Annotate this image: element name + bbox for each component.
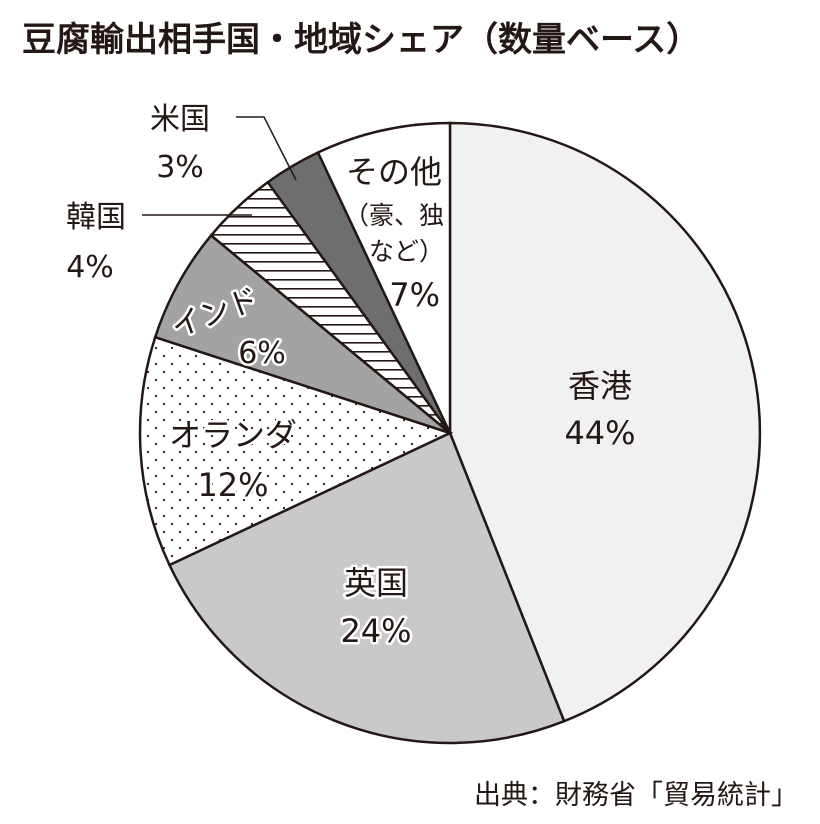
label-netherlands-pct: 12% <box>197 466 268 504</box>
label-other-sub2: など） <box>369 237 444 266</box>
label-uk-name: 英国 <box>344 564 408 602</box>
slice-netherlands <box>138 335 454 567</box>
chart-title: 豆腐輸出相手国・地域シェア（数量ベース） <box>22 20 701 60</box>
label-netherlands-name: オランダ <box>169 416 297 454</box>
label-other-pct: 7% <box>389 276 440 314</box>
source-note: 出典：財務省「貿易統計」 <box>474 780 798 811</box>
label-other-name: その他 <box>346 153 442 191</box>
slice-other <box>316 121 452 434</box>
slice-hongkong <box>448 121 762 723</box>
slice-uk <box>167 431 566 745</box>
label-korea-pct: 4% <box>66 250 114 285</box>
label-usa-pct: 3% <box>156 150 204 185</box>
label-india-pct: 6% <box>238 336 286 371</box>
label-hongkong-pct: 44% <box>564 414 635 452</box>
label-hongkong-name: 香港 <box>568 367 632 405</box>
label-uk-pct: 24% <box>340 612 411 650</box>
label-other-sub1: （豪、独 <box>344 201 444 230</box>
leader-line-usa <box>236 116 297 181</box>
label-korea-name: 韓国 <box>66 200 126 235</box>
label-usa-name: 米国 <box>150 102 210 137</box>
